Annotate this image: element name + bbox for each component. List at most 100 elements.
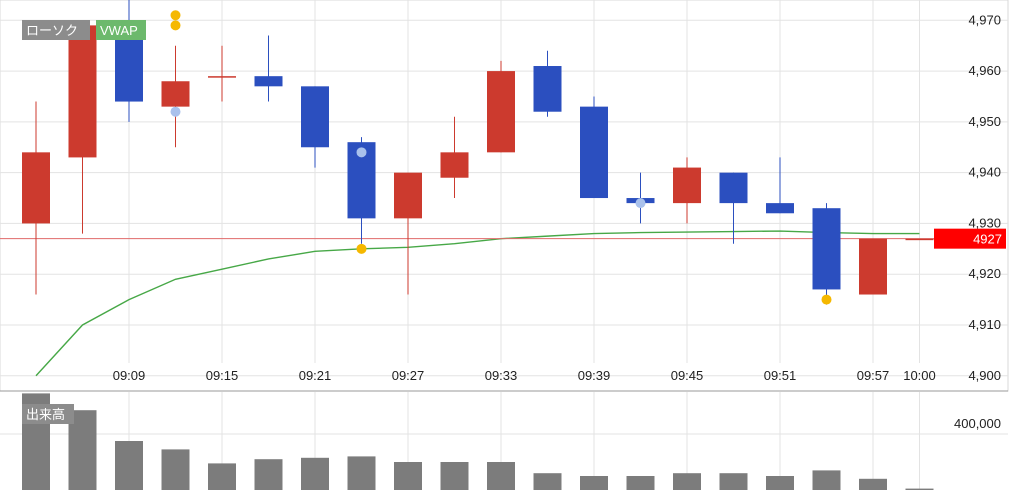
volume-bar (161, 449, 190, 490)
pivot-marker (356, 147, 367, 158)
candle-body (905, 238, 934, 241)
time-tick-label: 09:39 (578, 368, 611, 383)
current-price-badge: 4927 (934, 228, 1006, 249)
candle (22, 101, 50, 295)
candle (440, 116, 469, 199)
volume-bar (719, 473, 748, 490)
pivot-marker (170, 106, 181, 117)
pivot-marker (635, 198, 646, 209)
volume-legend: 出来高 (22, 404, 74, 424)
candle (68, 25, 97, 234)
vwap-line (35, 230, 920, 377)
price-legend: ローソク VWAP (22, 20, 146, 40)
candle (719, 172, 748, 244)
candle-body (254, 76, 283, 87)
candle-body (487, 71, 515, 153)
candle-body (859, 238, 887, 295)
candle-body (766, 203, 794, 214)
candle-body (812, 208, 841, 290)
vwap-layer (35, 230, 920, 377)
candle-body (580, 106, 608, 199)
volume-bar (812, 470, 841, 490)
legend-tag-box (22, 20, 90, 40)
price-tick-label: 4,950 (968, 114, 1001, 129)
candle-body (68, 25, 97, 158)
volume-bar (347, 456, 376, 490)
volume-legend-label: 出来高 (26, 407, 65, 422)
volume-bar (626, 476, 655, 490)
candle (394, 172, 422, 295)
candle-body (673, 167, 701, 204)
candle (533, 50, 562, 117)
price-axis: 4,970 4,960 4,950 4,940 4,930 4,920 4,910 4,900 (968, 12, 1001, 382)
price-tick-label: 4,900 (968, 368, 1001, 383)
time-tick-label: 09:51 (764, 368, 797, 383)
time-tick-label: 09:09 (113, 368, 146, 383)
volume-legend-box (22, 404, 74, 424)
high-marker (170, 10, 181, 21)
low-marker (356, 243, 367, 254)
candle (580, 96, 608, 199)
volume-bar (254, 459, 283, 490)
price-tick-label: 4,940 (968, 165, 1001, 180)
price-tick-label: 4,970 (968, 12, 1001, 27)
volume-bar (859, 478, 887, 490)
price-tick-label: 4,930 (968, 215, 1001, 230)
time-tick-label: 09:45 (671, 368, 704, 383)
candle-body (719, 172, 748, 204)
main-plot: 4,970 4,960 4,950 4,940 4,930 4,920 4,910 4,900… (0, 0, 1009, 392)
candle (673, 157, 701, 224)
candle (208, 45, 236, 102)
volume-bar (301, 457, 329, 490)
candle (905, 238, 934, 241)
legend-tag-box (96, 20, 146, 40)
volume-bar (580, 476, 608, 490)
price-tick-label: 4,920 (968, 266, 1001, 281)
price-markers (170, 10, 832, 305)
volume-bar (115, 441, 143, 490)
volume-bar (766, 476, 794, 490)
candle-body (394, 172, 422, 219)
price-plot-frame (0, 0, 1009, 392)
time-tick-label: 10:00 (903, 368, 936, 383)
time-axis: 09:09 09:15 09:21 09:27 09:33 09:39 09:45 09:51… (113, 368, 936, 383)
volume-tick-label: 400,000 (954, 416, 1001, 431)
volume-bar (533, 473, 562, 490)
candle (487, 60, 515, 153)
price-tick-label: 4,960 (968, 63, 1001, 78)
candle (766, 157, 794, 214)
volume-bars (22, 393, 934, 490)
legend-tag-label: VWAP (100, 23, 138, 38)
candle-body (533, 66, 562, 112)
volume-bar (440, 462, 469, 490)
candle (301, 86, 329, 168)
current-price-badge-box (934, 228, 1006, 249)
candle (161, 45, 190, 148)
time-tick-label: 09:21 (299, 368, 332, 383)
volume-axis: 400,000 (954, 416, 1001, 431)
candle-body (301, 86, 329, 148)
candle-body (161, 81, 190, 107)
time-tick-label: 09:15 (206, 368, 239, 383)
volume-bar (673, 473, 701, 490)
candle-body (208, 76, 236, 78)
price-tick-label: 4,910 (968, 317, 1001, 332)
candle-body (22, 152, 50, 224)
current-price-label: 4927 (973, 232, 1002, 247)
low-marker (821, 294, 832, 305)
volume-bar (394, 462, 422, 490)
candle (859, 238, 887, 295)
time-tick-label: 09:33 (485, 368, 518, 383)
volume-plot: 400,000 出来高 (0, 392, 1008, 490)
volume-bar (208, 463, 236, 490)
time-tick-label: 09:27 (392, 368, 425, 383)
time-tick-label: 09:57 (857, 368, 890, 383)
candle-body (440, 152, 469, 178)
candle (812, 203, 841, 305)
legend-tag-label: ローソク (26, 23, 78, 38)
high-marker (170, 20, 181, 31)
candle (254, 35, 283, 102)
volume-bar (905, 488, 934, 490)
volume-bar (487, 462, 515, 490)
